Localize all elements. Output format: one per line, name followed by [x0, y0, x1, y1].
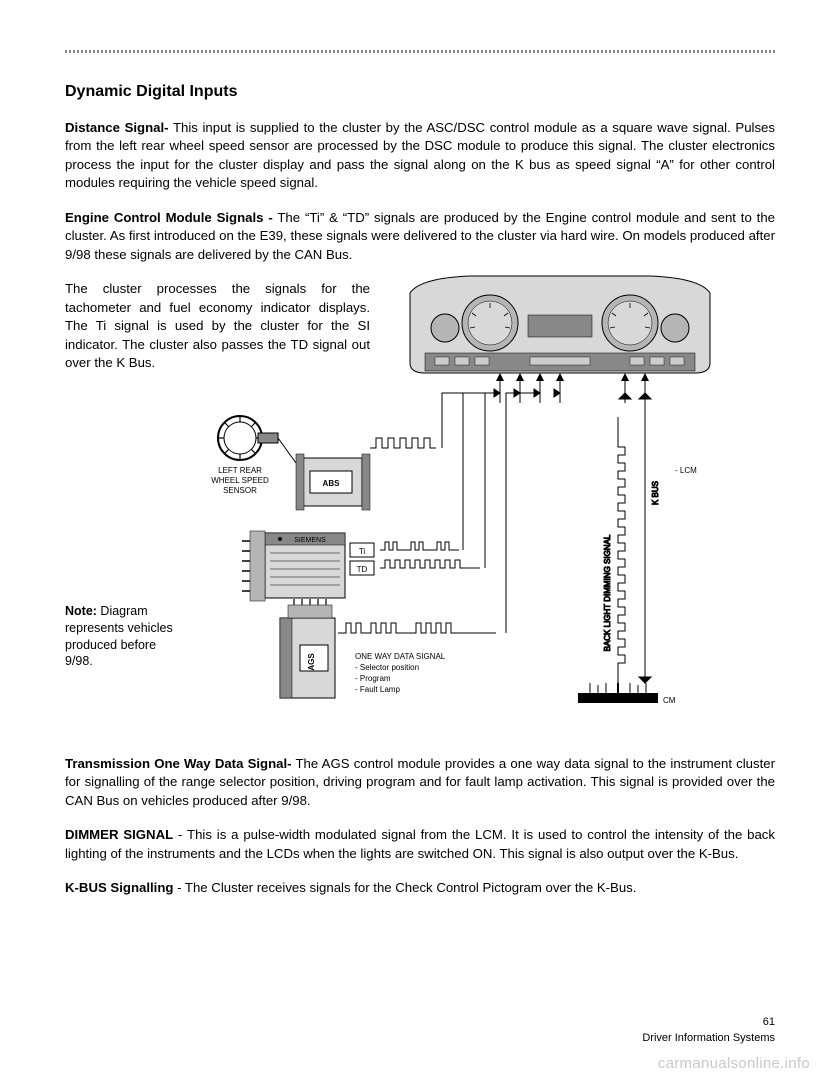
svg-text:BACK LIGHT DIMMING SIGNAL: BACK LIGHT DIMMING SIGNAL	[603, 534, 612, 651]
para-distance-text: This input is supplied to the cluster by…	[65, 120, 775, 190]
svg-text:ONE WAY DATA SIGNAL: ONE WAY DATA SIGNAL	[355, 652, 446, 661]
diagram-zone: Note: Diagram represents vehicles produc…	[65, 373, 775, 743]
one-way-data-label: ONE WAY DATA SIGNAL - Selector position …	[355, 652, 446, 694]
page-footer: 61 Driver Information Systems	[642, 1015, 775, 1046]
svg-text:- Program: - Program	[355, 674, 391, 683]
abs-signal-wave	[370, 389, 500, 448]
page-number: 61	[642, 1015, 775, 1030]
section-title: Dynamic Digital Inputs	[65, 83, 775, 101]
svg-text:WHEEL SPEED: WHEEL SPEED	[211, 476, 269, 485]
abs-module-icon: ABS	[296, 454, 370, 510]
instrument-cluster-icon	[410, 276, 710, 373]
svg-text:- Selector position: - Selector position	[355, 663, 419, 672]
ags-signal-wave	[338, 389, 560, 633]
para-distance-bold: Distance Signal-	[65, 120, 169, 135]
svg-text:SIEMENS: SIEMENS	[294, 537, 326, 544]
footer-caption: Driver Information Systems	[642, 1031, 775, 1046]
cm-base-icon: CM	[578, 683, 676, 705]
para-dimmer-bold: DIMMER SIGNAL	[65, 827, 173, 842]
ti-td-signals: Ti TD	[350, 389, 540, 575]
wiring-diagram: LEFT REAR WHEEL SPEED SENSOR ABS	[170, 273, 780, 743]
svg-text:K BUS: K BUS	[651, 481, 660, 505]
svg-text:AGS: AGS	[307, 652, 316, 670]
top-rule	[65, 50, 775, 53]
wheel-speed-sensor-icon: LEFT REAR WHEEL SPEED SENSOR	[211, 416, 278, 495]
ecu-module-icon: SIEMENS	[242, 531, 345, 601]
para-kbus: K-BUS Signalling - The Cluster receives …	[65, 879, 775, 897]
para-transmission: Transmission One Way Data Signal- The AG…	[65, 755, 775, 810]
kbus-line: K BUS	[639, 393, 660, 683]
svg-text:LEFT REAR: LEFT REAR	[218, 466, 262, 475]
lcm-label: - LCM	[675, 466, 697, 475]
ags-module-icon: AGS	[280, 599, 335, 698]
svg-text:Ti: Ti	[359, 547, 366, 556]
watermark-text: carmanualsonline.info	[658, 1055, 810, 1072]
svg-text:- Fault Lamp: - Fault Lamp	[355, 685, 400, 694]
para-kbus-text: - The Cluster receives signals for the C…	[173, 880, 636, 895]
para-kbus-bold: K-BUS Signalling	[65, 880, 173, 895]
diagram-note: Note: Diagram represents vehicles produc…	[65, 603, 185, 671]
document-page: Dynamic Digital Inputs Distance Signal- …	[0, 0, 840, 1086]
dimming-signal-line: BACK LIGHT DIMMING SIGNAL	[603, 393, 631, 683]
svg-text:TD: TD	[357, 565, 368, 574]
svg-text:ABS: ABS	[323, 479, 341, 488]
para-ecm-bold: Engine Control Module Signals -	[65, 210, 273, 225]
para-dimmer: DIMMER SIGNAL - This is a pulse-width mo…	[65, 826, 775, 863]
diagram-note-bold: Note:	[65, 604, 97, 618]
para-transmission-bold: Transmission One Way Data Signal-	[65, 756, 292, 771]
para-ecm: Engine Control Module Signals - The “Ti”…	[65, 209, 775, 264]
svg-text:CM: CM	[663, 696, 676, 705]
svg-text:SENSOR: SENSOR	[223, 486, 257, 495]
para-distance: Distance Signal- This input is supplied …	[65, 119, 775, 193]
